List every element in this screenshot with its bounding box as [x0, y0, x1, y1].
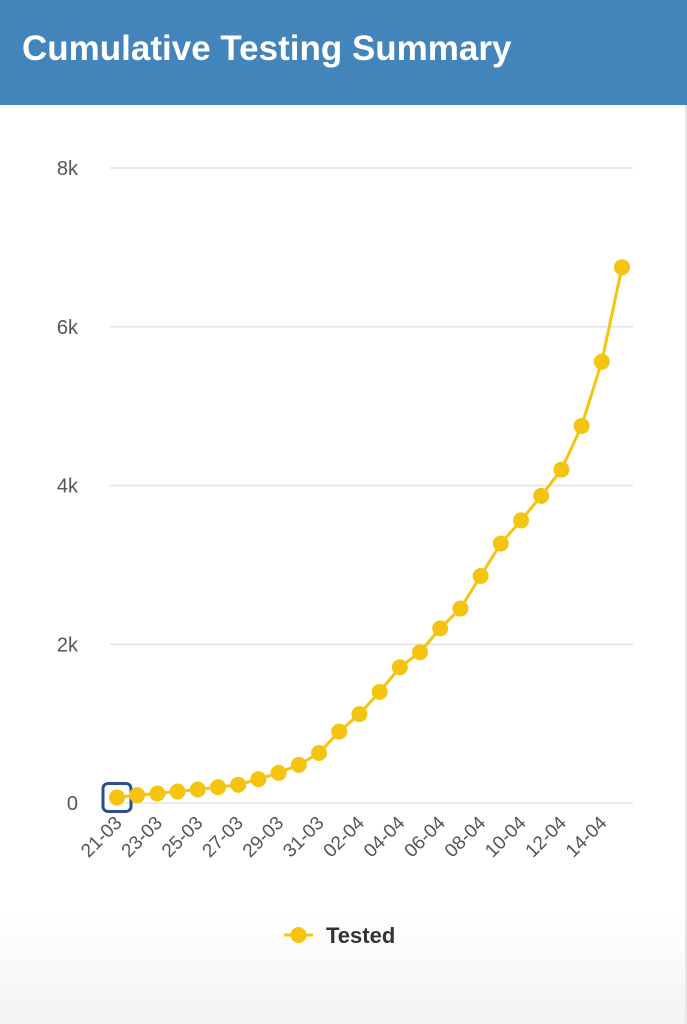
card-edge	[685, 105, 687, 1024]
data-point[interactable]	[331, 723, 348, 740]
x-tick-label: 02-04	[320, 812, 370, 862]
data-point[interactable]	[573, 417, 590, 434]
series-tested[interactable]	[101, 259, 630, 813]
data-point[interactable]	[230, 776, 247, 793]
data-point[interactable]	[614, 259, 630, 276]
data-point[interactable]	[109, 789, 125, 806]
x-axis-ticks: 21-0323-0325-0327-0329-0331-0302-0404-04…	[77, 812, 611, 862]
y-axis-ticks: 0 2k 4k 6k 8k	[57, 158, 79, 815]
x-tick-label: 08-04	[441, 812, 491, 862]
data-point[interactable]	[472, 567, 489, 584]
x-tick-label: 21-03	[77, 813, 126, 862]
series-line	[116, 266, 624, 799]
x-tick-label: 10-04	[481, 812, 531, 862]
x-tick-label: 27-03	[199, 813, 248, 862]
y-tick-label: 8k	[57, 158, 79, 180]
x-tick-label: 14-04	[562, 812, 612, 862]
data-point[interactable]	[169, 783, 186, 800]
data-point[interactable]	[432, 620, 449, 637]
y-tick-label: 4k	[57, 476, 79, 498]
legend-marker-icon	[290, 927, 307, 943]
y-tick-label: 2k	[57, 634, 79, 656]
header-bar: Cumulative Testing Summary	[0, 0, 687, 105]
chart-card: 0 2k 4k 6k 8k 21-03 23-03 25-03 27-03 29-03 31-03…	[0, 105, 687, 1024]
data-point[interactable]	[412, 644, 428, 661]
data-point[interactable]	[391, 659, 408, 676]
x-tick-label: 12-04	[522, 812, 572, 862]
page-title: Cumulative Testing Summary	[22, 29, 512, 68]
x-tick-label: 23-03	[118, 813, 167, 862]
data-point[interactable]	[452, 600, 469, 617]
data-point[interactable]	[553, 461, 570, 478]
y-tick-label: 6k	[57, 317, 79, 339]
data-point[interactable]	[351, 706, 368, 723]
data-point[interactable]	[290, 756, 307, 773]
data-point[interactable]	[371, 683, 388, 700]
legend-label-tested[interactable]: Tested	[326, 923, 395, 948]
data-point[interactable]	[129, 787, 146, 804]
data-point[interactable]	[311, 744, 327, 761]
data-point[interactable]	[149, 785, 166, 802]
data-point[interactable]	[189, 781, 206, 798]
x-tick-label: 06-04	[401, 812, 451, 862]
data-point[interactable]	[270, 764, 287, 781]
x-tick-label: 25-03	[158, 813, 207, 862]
data-point[interactable]	[250, 771, 267, 788]
gridlines	[110, 167, 633, 804]
data-point[interactable]	[210, 779, 226, 796]
line-chart: 0 2k 4k 6k 8k 21-0323-0325-0327-0329-0331-03…	[57, 158, 633, 948]
data-point[interactable]	[593, 353, 610, 370]
data-point[interactable]	[513, 512, 529, 529]
y-tick-label: 0	[67, 793, 78, 815]
data-point[interactable]	[533, 487, 550, 504]
x-tick-label: 29-03	[239, 813, 288, 862]
x-tick-label: 31-03	[279, 813, 328, 862]
x-tick-label: 04-04	[360, 812, 410, 862]
data-point[interactable]	[492, 535, 509, 552]
legend[interactable]: Tested	[284, 923, 395, 948]
